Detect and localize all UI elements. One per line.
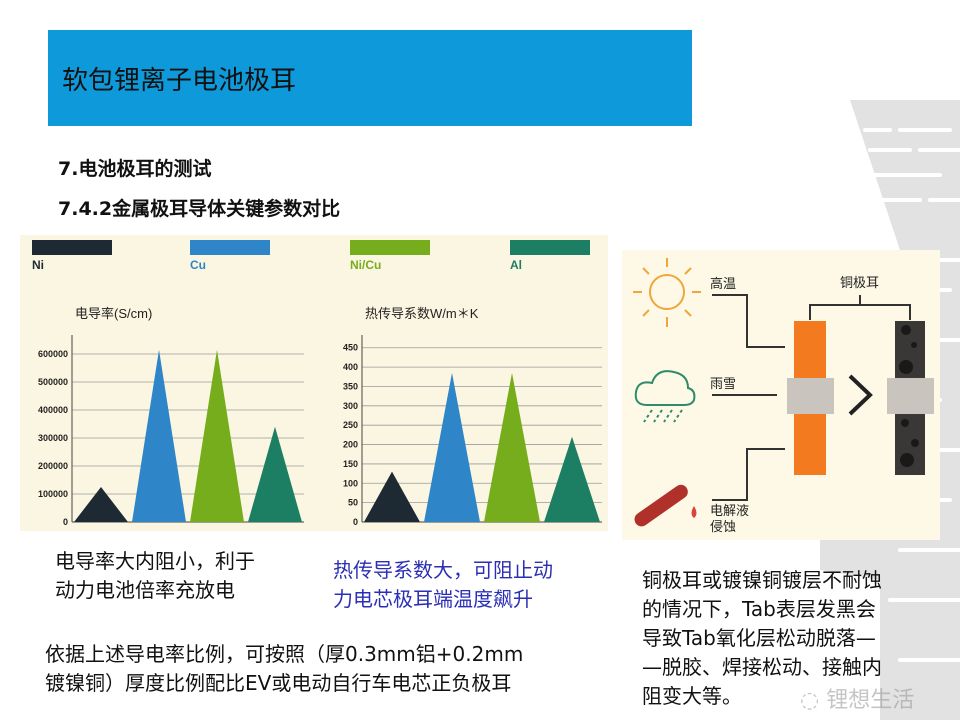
y-tick-label: 200000 — [38, 461, 68, 471]
test-tube-icon — [634, 484, 697, 527]
y-tick-label: 100 — [343, 478, 358, 488]
bar-ni-cu — [190, 349, 244, 522]
legend-swatch — [350, 240, 430, 255]
note-ratio: 依据上述导电率比例，可按照（厚0.3mm铝+0.2mm 镀镍铜）厚度比例配比EV… — [45, 640, 523, 698]
y-tick-label: 50 — [348, 498, 358, 508]
y-tick-label: 500000 — [38, 377, 68, 387]
tab-band — [787, 378, 834, 414]
legend-label: Cu — [190, 258, 206, 272]
y-tick-label: 450 — [343, 343, 358, 353]
chart-title: 热传导系数W/m＊K — [365, 306, 479, 321]
legend-label: Ni — [32, 258, 44, 272]
legend-label: Ni/Cu — [350, 258, 381, 272]
legend-label: Al — [510, 258, 522, 272]
label-heat: 高温 — [710, 276, 736, 291]
note-line: —脱胶、焊接松动、接触内 — [642, 655, 882, 679]
y-tick-label: 0 — [353, 517, 358, 527]
y-tick-label: 100000 — [38, 489, 68, 499]
note-line: 依据上述导电率比例，可按照（厚0.3mm铝+0.2mm — [45, 642, 524, 666]
section-heading: 7.电池极耳的测试 — [58, 158, 212, 180]
slide-title: 软包锂离子电池极耳 — [62, 66, 297, 96]
bar-al — [248, 426, 302, 522]
note-conductivity: 电导率大内阻小，利于 动力电池倍率充放电 — [55, 547, 255, 605]
note-line: 镀镍铜）厚度比例配比EV或电动自行车电芯正负极耳 — [45, 671, 512, 695]
bar-ni — [364, 471, 420, 522]
comparison-charts: Ni Cu Ni/Cu Al 电导率(S/cm) 0 100000 200000 300000 4… — [20, 235, 608, 531]
y-tick-label: 300000 — [38, 433, 68, 443]
y-tick-label: 200 — [343, 440, 358, 450]
corrosion-diagram: 高温 雨雪 电解液 侵蚀 铜极耳 — [622, 250, 940, 540]
label-copper-tab: 铜极耳 — [840, 275, 879, 290]
note-line: 的情况下，Tab表层发黑会 — [642, 597, 876, 621]
y-tick-label: 600000 — [38, 349, 68, 359]
legend-swatch — [32, 240, 112, 255]
sun-icon — [633, 258, 701, 327]
note-line: 电导率大内阻小，利于 — [55, 549, 255, 573]
note-line: 导致Tab氧化层松动脱落— — [642, 626, 876, 650]
title-banner — [48, 30, 692, 126]
y-tick-label: 400000 — [38, 405, 68, 415]
bar-ni-cu — [484, 372, 540, 522]
watermark: ◌ 锂想生活 — [800, 688, 915, 713]
legend-swatch — [510, 240, 590, 255]
y-tick-label: 250 — [343, 420, 358, 430]
bar-al — [544, 436, 600, 522]
note-line: 热传导系数大，可阻止动 — [333, 558, 553, 582]
note-line: 动力电池倍率充放电 — [55, 578, 235, 602]
bar-cu — [132, 349, 186, 522]
y-tick-label: 150 — [343, 459, 358, 469]
note-line: 铜极耳或镀镍铜镀层不耐蚀 — [642, 568, 882, 592]
bar-cu — [424, 372, 480, 522]
rain-cloud-icon — [634, 370, 696, 423]
y-tick-label: 0 — [63, 517, 68, 527]
legend-swatch — [190, 240, 270, 255]
tab-band — [887, 378, 934, 414]
note-line: 力电芯极耳端温度飙升 — [333, 587, 533, 611]
label-electrolyte: 电解液 — [710, 503, 749, 518]
bar-ni — [74, 487, 128, 522]
note-corrosion: 铜极耳或镀镍铜镀层不耐蚀 的情况下，Tab表层发黑会 导致Tab氧化层松动脱落—… — [642, 566, 882, 711]
note-line: 阻变大等。 — [642, 684, 742, 708]
subsection-heading: 7.4.2金属极耳导体关键参数对比 — [58, 198, 341, 220]
note-thermal: 热传导系数大，可阻止动 力电芯极耳端温度飙升 — [333, 556, 553, 614]
label-corrosion: 侵蚀 — [710, 519, 736, 534]
label-rain: 雨雪 — [710, 376, 736, 391]
y-tick-label: 350 — [343, 381, 358, 391]
y-tick-label: 400 — [343, 362, 358, 372]
chart-title: 电导率(S/cm) — [75, 306, 152, 321]
y-tick-label: 300 — [343, 401, 358, 411]
connector-lines — [712, 294, 911, 501]
